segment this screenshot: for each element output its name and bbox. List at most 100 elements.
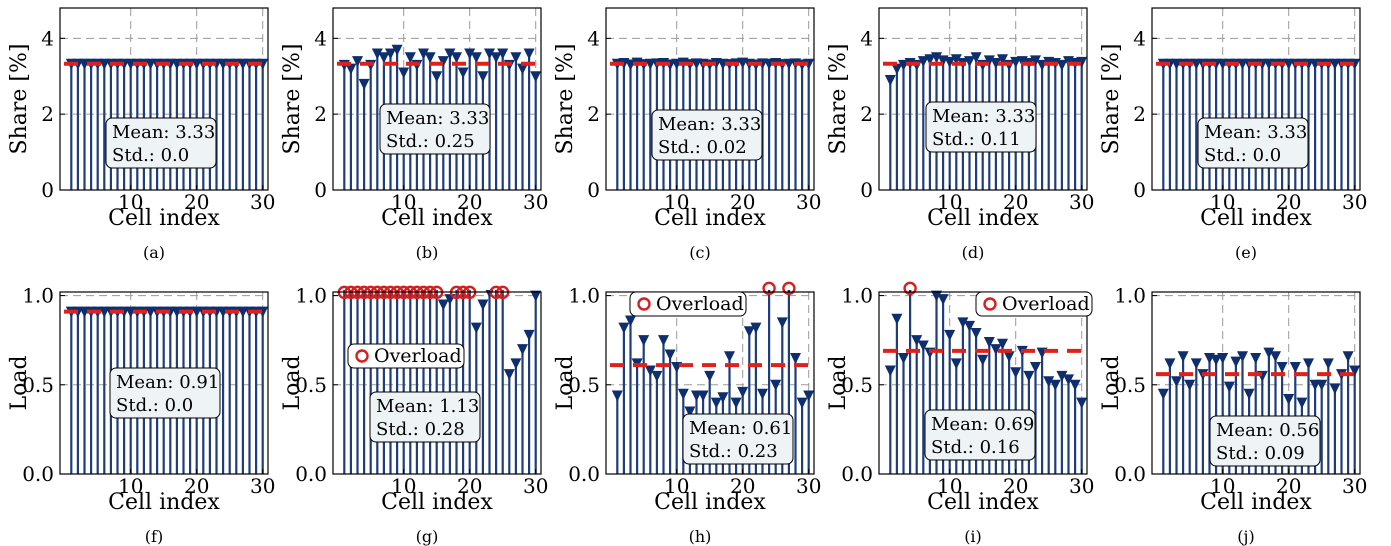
triangle-down-marker (1342, 351, 1354, 363)
panel-caption: (b) (416, 243, 439, 262)
y-axis-label: Share [%] (7, 44, 32, 155)
stats-box (109, 367, 221, 419)
triangle-down-marker (944, 329, 956, 341)
triangle-down-marker (464, 48, 476, 60)
triangle-down-marker (1349, 58, 1361, 70)
triangle-down-marker (345, 63, 357, 75)
triangle-down-marker (1157, 388, 1169, 400)
triangle-down-marker (405, 272, 416, 283)
triangle-down-marker (497, 48, 509, 60)
triangle-down-marker (257, 306, 269, 318)
y-tick-label: 2 (587, 102, 600, 126)
triangle-down-marker (352, 56, 363, 68)
stats-box (651, 109, 763, 161)
marks (338, 44, 542, 190)
triangle-down-marker (767, 290, 771, 293)
triangle-down-marker (977, 354, 989, 366)
panel-f: 0.0 0.5 1.0 10 20 30 Cell index Load Mean: 0.91S… (7, 284, 275, 546)
triangle-down-marker (378, 52, 390, 64)
triangle-down-marker (651, 370, 663, 382)
panel-b: 0 2 4 10 20 30 Cell index Share [%] Mean: 3.33St… (280, 7, 548, 262)
triangle-down-marker (1010, 367, 1022, 379)
std-label: Std.: 0.25 (386, 131, 475, 152)
triangle-down-marker (1237, 351, 1248, 363)
triangle-down-marker (451, 52, 462, 64)
triangle-down-marker (997, 338, 1008, 350)
triangle-down-marker (983, 336, 995, 348)
triangle-down-marker (431, 272, 442, 283)
x-tick-label: 30 (796, 190, 821, 214)
mean-label: Mean: 3.33 (1204, 122, 1307, 143)
y-tick-label: 0 (1133, 178, 1146, 202)
x-tick-label: 10 (1210, 474, 1235, 498)
triangle-down-marker (750, 322, 762, 334)
triangle-down-marker (1030, 55, 1041, 67)
legend-label: Overload (1002, 293, 1090, 315)
marks (339, 272, 542, 474)
triangle-down-marker (517, 344, 528, 356)
triangle-down-marker (490, 52, 502, 64)
triangle-down-marker (917, 340, 929, 352)
triangle-down-marker (884, 75, 896, 87)
triangle-down-marker (671, 58, 683, 70)
x-tick-label: 10 (664, 474, 689, 498)
y-tick-label: 1.0 (568, 284, 600, 308)
panel-caption: (e) (1235, 243, 1257, 262)
x-tick-label: 30 (1069, 190, 1094, 214)
triangle-down-marker (1056, 370, 1068, 382)
triangle-down-marker (950, 358, 962, 370)
x-tick-label: 20 (1003, 474, 1028, 498)
std-label: Std.: 0.09 (1216, 443, 1305, 464)
y-axis-label: Load (1099, 355, 1124, 410)
triangle-down-marker (1184, 379, 1196, 391)
triangle-down-marker (1164, 358, 1176, 370)
y-tick-label: 1.0 (22, 284, 54, 308)
triangle-down-marker (339, 272, 350, 283)
triangle-down-marker (1250, 353, 1262, 365)
panel-c: 0 2 4 10 20 30 Cell index Share [%] Mean: 3.33St… (553, 7, 821, 262)
triangle-down-marker (398, 67, 410, 79)
x-axis-label: Cell index (1200, 490, 1312, 515)
triangle-down-marker (803, 58, 815, 70)
y-axis-label: Load (553, 355, 578, 410)
triangle-down-marker (704, 370, 716, 382)
y-tick-label: 1.0 (1114, 284, 1146, 308)
panel-caption: (c) (689, 243, 710, 262)
triangle-down-marker (1289, 361, 1301, 373)
x-axis-label: Cell index (1200, 206, 1312, 231)
axes-frame (878, 7, 1088, 191)
x-axis-label: Cell index (108, 490, 220, 515)
triangle-down-marker (1270, 351, 1281, 363)
triangle-down-marker (638, 335, 650, 347)
triangle-down-marker (1063, 374, 1074, 386)
triangle-down-marker (776, 317, 788, 329)
x-tick-label: 30 (796, 474, 821, 498)
legend-box (629, 291, 747, 317)
triangle-down-marker (717, 392, 729, 404)
stats-box (369, 391, 481, 443)
triangle-down-marker (484, 48, 495, 60)
triangle-down-marker (457, 67, 469, 79)
x-tick-label: 20 (457, 190, 482, 214)
x-tick-label: 10 (937, 190, 962, 214)
triangle-down-marker (470, 322, 482, 334)
triangle-down-marker (697, 390, 709, 402)
x-tick-label: 20 (457, 474, 482, 498)
triangle-down-marker (1230, 356, 1242, 368)
triangle-down-marker (1263, 347, 1275, 359)
axes-frame (59, 7, 269, 191)
triangle-down-marker (710, 397, 722, 409)
x-tick-label: 30 (1342, 474, 1367, 498)
triangle-down-marker (365, 272, 376, 283)
y-tick-label: 0 (860, 178, 873, 202)
y-axis-label: Share [%] (1099, 44, 1124, 155)
stats-box (379, 103, 491, 155)
x-tick-label: 30 (1069, 474, 1094, 498)
triangle-down-marker (371, 48, 383, 60)
triangle-down-marker (1030, 361, 1041, 373)
y-tick-label: 0.0 (22, 462, 54, 486)
x-tick-label: 20 (1003, 190, 1028, 214)
triangle-down-marker (1276, 361, 1288, 373)
y-tick-label: 2 (1133, 102, 1146, 126)
triangle-down-marker (625, 315, 636, 327)
